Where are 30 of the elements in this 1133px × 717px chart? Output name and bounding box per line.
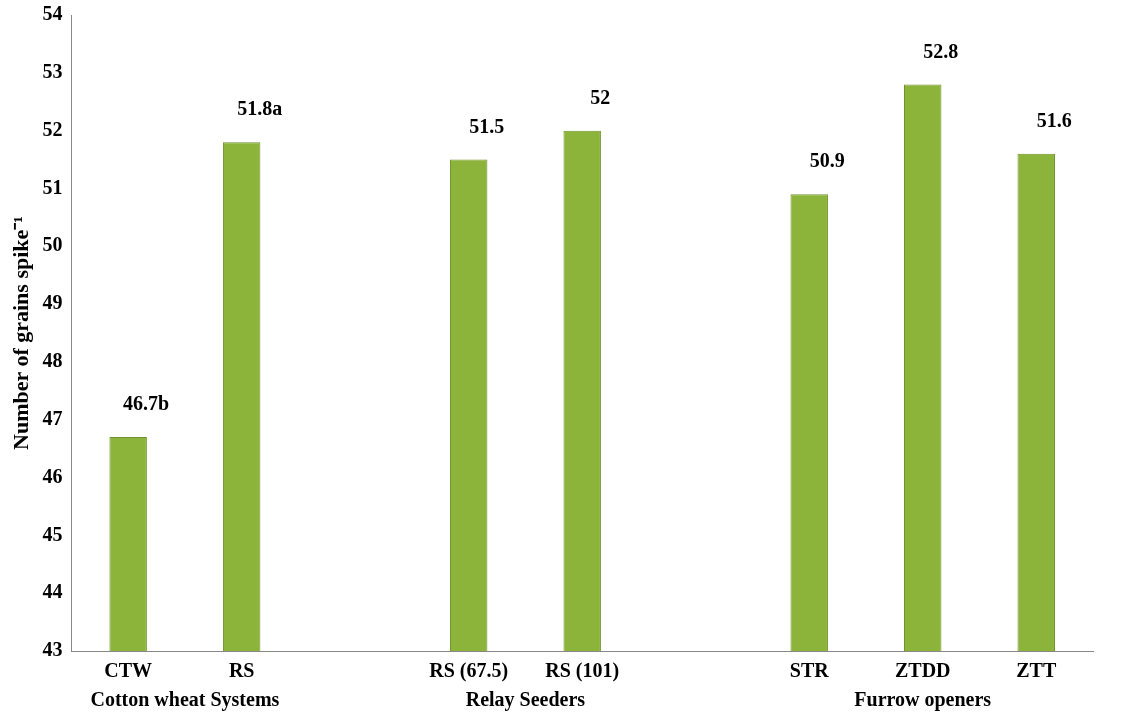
y-tick-label: 43 bbox=[42, 638, 63, 661]
data-label: 51.5 bbox=[469, 114, 505, 137]
y-tick-label: 48 bbox=[42, 349, 63, 372]
y-tick-label: 47 bbox=[42, 406, 63, 429]
y-tick-label: 45 bbox=[42, 522, 63, 545]
data-label: 52.8 bbox=[923, 39, 959, 62]
y-tick-label: 52 bbox=[42, 117, 63, 140]
data-label: 52 bbox=[590, 85, 611, 108]
x-tick-label: CTW bbox=[104, 659, 153, 682]
text: Relay Seeders bbox=[465, 688, 586, 712]
data-label: 46.7b bbox=[123, 392, 170, 415]
x-tick-label: ZTDD bbox=[894, 659, 951, 682]
text: Cotton wheat Systems bbox=[90, 688, 280, 712]
data-label: 51.6 bbox=[1036, 108, 1072, 131]
y-tick-label: 49 bbox=[42, 291, 63, 314]
x-tick-label: ZTT bbox=[1016, 659, 1057, 682]
y-tick-label: 54 bbox=[42, 2, 63, 25]
x-tick-label: RS (101) bbox=[545, 659, 620, 683]
y-tick-label: 50 bbox=[42, 233, 63, 256]
x-tick-label: STR bbox=[789, 659, 830, 682]
y-tick-label: 44 bbox=[42, 580, 63, 603]
y-axis-title: Number of grains spike⁻¹ bbox=[7, 216, 33, 450]
y-tick-label: 46 bbox=[42, 464, 63, 487]
x-tick-label: RS (67.5) bbox=[429, 659, 509, 683]
data-label: 50.9 bbox=[809, 149, 845, 172]
x-tick-label: RS bbox=[228, 659, 255, 682]
y-tick-label: 53 bbox=[42, 59, 63, 82]
text: Furrow openers bbox=[854, 688, 992, 712]
data-label: 51.8a bbox=[237, 97, 283, 120]
y-tick-label: 51 bbox=[42, 175, 63, 198]
